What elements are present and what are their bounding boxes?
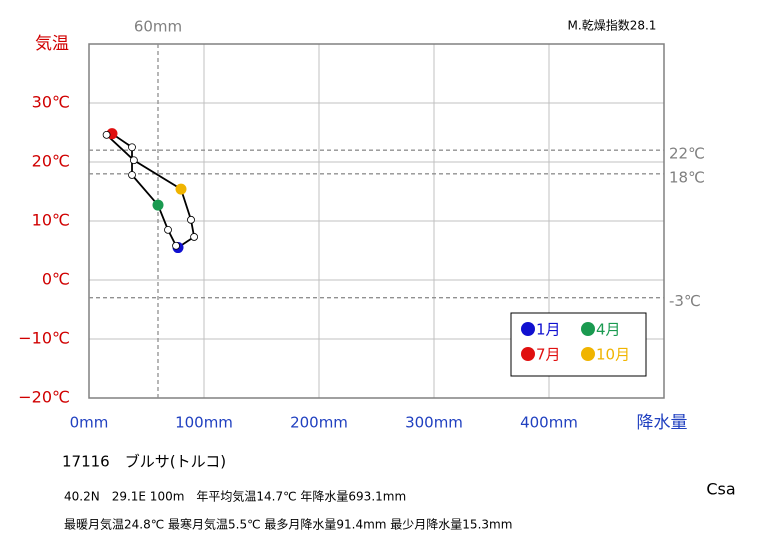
y-axis-label: 気温: [35, 34, 69, 54]
legend-marker: [521, 347, 535, 361]
x-tick-label: 300mm: [405, 414, 463, 432]
y-tick-label: 10℃: [32, 211, 70, 230]
reference-label: -3℃: [669, 292, 701, 310]
month-point: [128, 171, 136, 179]
y-tick-label: 20℃: [32, 152, 70, 171]
info-line: 最暖月気温24.8℃ 最寒月気温5.5℃ 最多月降水量91.4mm 最少月降水量…: [64, 517, 512, 532]
legend-label: 10月: [596, 346, 630, 364]
x-tick-label: 200mm: [290, 414, 348, 432]
month-point: [129, 156, 138, 165]
legend-marker: [521, 322, 535, 336]
plot-frame: [88, 43, 665, 399]
month-point: [152, 199, 164, 211]
legend-label: 1月: [536, 321, 561, 339]
month-point: [175, 183, 187, 195]
legend-marker: [581, 347, 595, 361]
legend-label: 4月: [596, 321, 621, 339]
reference-label: 18℃: [669, 168, 705, 186]
index-text: M.乾燥指数28.1: [568, 18, 657, 33]
month-point: [190, 233, 199, 241]
legend-label: 7月: [536, 346, 561, 364]
month-point: [102, 130, 111, 139]
x-axis-label: 降水量: [637, 413, 688, 433]
x-tick-label: 100mm: [175, 414, 233, 432]
x-tick-label: 0mm: [70, 414, 109, 432]
climate-code: Csa: [706, 480, 735, 499]
legend-marker: [581, 322, 595, 336]
month-point: [187, 215, 195, 224]
y-tick-label: −20℃: [18, 388, 70, 407]
x-tick-label: 400mm: [520, 414, 578, 432]
reference-label: 60mm: [134, 18, 182, 36]
info-line: 40.2N 29.1E 100m 年平均気温14.7℃ 年降水量693.1mm: [64, 489, 406, 504]
month-point: [164, 225, 172, 234]
y-tick-label: −10℃: [18, 329, 70, 348]
reference-label: 22℃: [669, 145, 705, 163]
month-point: [172, 241, 180, 250]
station: 17116 ブルサ(トルコ): [62, 453, 226, 471]
legend-box: [510, 312, 647, 377]
month-point: [128, 143, 136, 152]
y-tick-label: 0℃: [42, 270, 70, 289]
y-tick-label: 30℃: [32, 93, 70, 112]
